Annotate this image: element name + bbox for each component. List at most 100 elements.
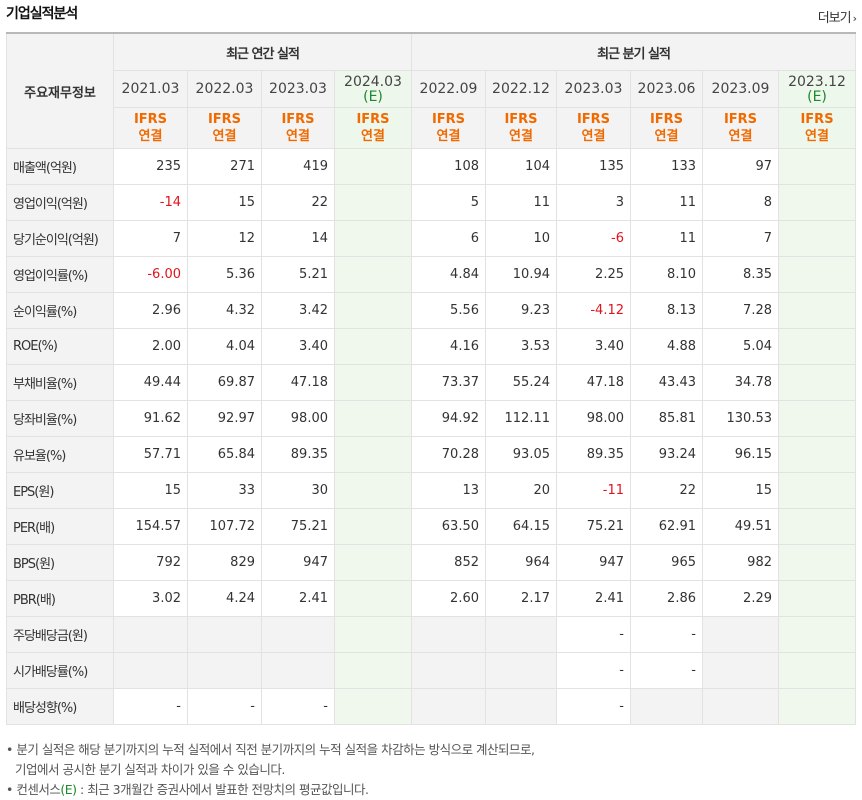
table-cell xyxy=(334,400,412,437)
table-cell: 11 xyxy=(630,184,703,221)
ifrs-header: IFRS 연결 xyxy=(485,107,557,149)
table-cell: -11 xyxy=(556,472,631,509)
row-label: 주당배당금(원) xyxy=(6,616,114,653)
table-cell: 104 xyxy=(485,148,557,185)
table-cell: 419 xyxy=(261,148,335,185)
footnote-1b: 기업에서 공시한 분기 실적과 차이가 있을 수 있습니다. xyxy=(6,760,535,780)
table-row: ROE(%) 2.00 4.04 3.40 4.16 3.53 3.40 4.88 5.04 xyxy=(6,328,857,365)
period-date: 2022.03 xyxy=(195,81,254,97)
row-label: 당기순이익(억원) xyxy=(6,220,114,257)
table-cell: 98.00 xyxy=(556,400,631,437)
table-cell: 62.91 xyxy=(630,508,703,545)
ifrs-label: IFRS xyxy=(133,112,168,127)
table-cell: 107.72 xyxy=(187,508,262,545)
table-cell xyxy=(702,688,779,725)
table-cell: 47.18 xyxy=(556,364,631,401)
consolidated-label: 연결 xyxy=(805,129,829,144)
table-cell xyxy=(485,616,557,653)
table-cell: 8.13 xyxy=(630,292,703,329)
table-cell xyxy=(261,616,335,653)
table-cell: 30 xyxy=(261,472,335,509)
table-cell: 964 xyxy=(485,544,557,581)
table-cell: 55.24 xyxy=(485,364,557,401)
table-cell: 7 xyxy=(702,220,779,257)
table-cell: 4.84 xyxy=(411,256,486,293)
table-row: BPS(원) 792 829 947 852 964 947 965 982 xyxy=(6,544,857,581)
row-label: EPS(원) xyxy=(6,472,114,509)
chevron-right-icon: › xyxy=(852,12,858,25)
table-cell: - xyxy=(556,652,631,689)
table-cell: 85.81 xyxy=(630,400,703,437)
table-cell: 852 xyxy=(411,544,486,581)
table-cell: 63.50 xyxy=(411,508,486,545)
table-cell: 2.17 xyxy=(485,580,557,617)
consolidated-label: 연결 xyxy=(286,129,310,144)
footnote-1: • 분기 실적은 해당 분기까지의 누적 실적에서 직전 분기까지의 누적 실적… xyxy=(6,742,535,757)
table-cell: 75.21 xyxy=(261,508,335,545)
footnote-2-a: 컨센서스 xyxy=(16,782,61,797)
table-cell: 5.04 xyxy=(702,328,779,365)
table-cell xyxy=(187,652,262,689)
table-cell: 135 xyxy=(556,148,631,185)
group-quarter: 최근 분기 실적 xyxy=(410,32,857,71)
table-cell: - xyxy=(261,688,335,725)
table-cell: 112.11 xyxy=(485,400,557,437)
table-cell: 49.44 xyxy=(113,364,188,401)
table-cell: 22 xyxy=(630,472,703,509)
consolidated-label: 연결 xyxy=(654,129,679,144)
ifrs-header: IFRS 연결 xyxy=(556,107,631,149)
row-label: 시가배당률(%) xyxy=(6,652,114,689)
table-cell xyxy=(187,616,262,653)
period-header: 2023.03 xyxy=(556,70,631,108)
table-cell xyxy=(334,688,412,725)
table-cell: 4.16 xyxy=(411,328,486,365)
table-cell xyxy=(777,256,857,293)
table-cell: 2.00 xyxy=(113,328,188,365)
table-cell xyxy=(485,652,557,689)
consolidated-label: 연결 xyxy=(138,129,163,144)
table-cell: 15 xyxy=(702,472,779,509)
table-cell: 3.40 xyxy=(261,328,335,365)
ifrs-header: IFRS 연결 xyxy=(334,107,412,149)
table-row: 당좌비율(%) 91.62 92.97 98.00 94.92 112.11 98.00 85… xyxy=(6,400,857,437)
table-cell xyxy=(334,472,412,509)
table-cell: 97 xyxy=(702,148,779,185)
table-cell xyxy=(777,652,857,689)
table-cell: 8.35 xyxy=(702,256,779,293)
table-cell: 5 xyxy=(411,184,486,221)
footnote-1b-text: 기업에서 공시한 분기 실적과 차이가 있을 수 있습니다. xyxy=(15,762,285,777)
table-cell: 89.35 xyxy=(556,436,631,473)
table-cell: -14 xyxy=(113,184,188,221)
table-cell xyxy=(334,544,412,581)
table-cell: 9.23 xyxy=(485,292,557,329)
table-cell: 89.35 xyxy=(261,436,335,473)
table-cell: 4.32 xyxy=(187,292,262,329)
table-cell xyxy=(777,508,857,545)
ifrs-row: IFRS 연결 IFRS 연결 IFRS 연결 IFRS 연결 IFRS 연결 IFRS 연결 IFRS… xyxy=(7,107,857,149)
table-cell: 2.25 xyxy=(556,256,631,293)
row-label: 영업이익률(%) xyxy=(6,256,114,293)
table-cell: 4.24 xyxy=(187,580,262,617)
table-cell: 94.92 xyxy=(411,400,486,437)
table-row: 부채비율(%) 49.44 69.87 47.18 73.37 55.24 47.18 43.… xyxy=(6,364,857,401)
table-cell xyxy=(777,472,857,509)
table-cell: 2.96 xyxy=(113,292,188,329)
estimate-mark: (E) xyxy=(807,88,827,105)
more-link[interactable]: 더보기 › xyxy=(818,7,858,26)
ifrs-header: IFRS 연결 xyxy=(411,107,486,149)
table-cell xyxy=(777,364,857,401)
table-cell xyxy=(777,184,857,221)
table-row: 주당배당금(원) - - xyxy=(6,616,857,653)
table-cell xyxy=(334,256,412,293)
ifrs-header: IFRS 연결 xyxy=(261,107,335,149)
table-row: 영업이익(억원) -14 15 22 5 11 3 11 8 xyxy=(6,184,857,221)
table-cell: 33 xyxy=(187,472,262,509)
table-cell: 965 xyxy=(630,544,703,581)
period-date: 2022.12 xyxy=(492,81,550,97)
consolidated-label: 연결 xyxy=(581,129,606,144)
period-date: 2023.06 xyxy=(637,81,696,97)
table-cell: 271 xyxy=(187,148,262,185)
table-cell xyxy=(334,652,412,689)
table-cell xyxy=(334,148,412,185)
table-cell: 2.41 xyxy=(556,580,631,617)
